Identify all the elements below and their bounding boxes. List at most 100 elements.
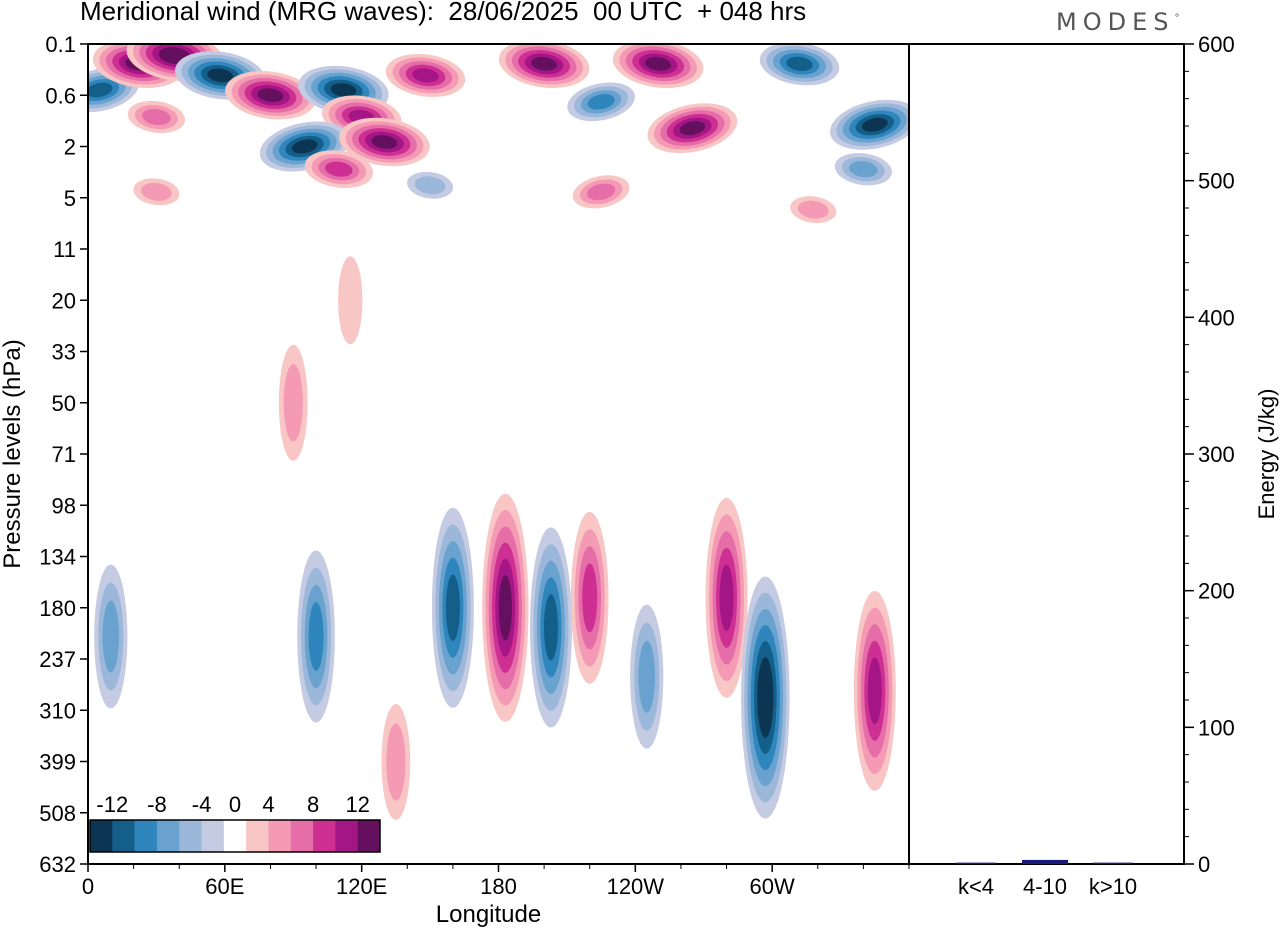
energy-tick-label: 100	[1198, 715, 1235, 740]
y-tick-label: 0.6	[45, 83, 76, 108]
wind-contour	[308, 602, 324, 671]
y-tick-label: 33	[52, 340, 76, 365]
energy-tick-label: 0	[1198, 852, 1210, 877]
wind-contour	[498, 575, 512, 641]
energy-tick-label: 300	[1198, 442, 1235, 467]
energy-bar	[1093, 862, 1133, 864]
colorbar-label: 8	[307, 792, 319, 817]
colorbar-segment	[112, 820, 136, 852]
wind-contour	[719, 564, 734, 632]
wind-contour	[861, 117, 888, 132]
colorbar-label: 4	[262, 792, 274, 817]
wind-contour	[386, 723, 406, 801]
colorbar-segment	[223, 820, 247, 852]
colorbar-segment	[268, 820, 292, 852]
wind-contour	[757, 657, 774, 738]
chart-title: Meridional wind (MRG waves): 28/06/2025 …	[80, 0, 807, 26]
energy-tick-label: 600	[1198, 32, 1235, 57]
colorbar-segment	[201, 820, 225, 852]
x-tick-label: 60E	[205, 874, 244, 899]
y-tick-label: 134	[39, 545, 76, 570]
colorbar-label: 0	[229, 792, 241, 817]
energy-bar	[956, 862, 996, 864]
colorbar-frame	[89, 819, 381, 853]
colorbar-segment	[156, 820, 180, 852]
y-tick-label: 180	[39, 596, 76, 621]
wind-contour	[412, 68, 439, 83]
x-tick-label: 0	[82, 874, 94, 899]
wind-contour	[797, 200, 829, 219]
wind-contour	[543, 594, 558, 661]
logo-text: MODES	[1056, 8, 1175, 36]
energy-axis-label: Energy (J/kg)	[1254, 389, 1279, 520]
wind-contour	[645, 56, 672, 71]
y-tick-label: 5	[64, 186, 76, 211]
energy-panel-frame	[908, 43, 1185, 865]
x-tick-label: 120W	[607, 874, 665, 899]
modes-logo: MODES°	[1056, 8, 1185, 36]
y-tick-label: 98	[52, 493, 76, 518]
wind-contour	[142, 108, 171, 126]
y-tick-label: 2	[64, 135, 76, 160]
wind-contour	[325, 161, 353, 177]
wind-contour	[849, 161, 878, 178]
x-tick-label: 120E	[336, 874, 387, 899]
energy-category-label: k>10	[1089, 874, 1137, 899]
y-tick-label: 399	[39, 750, 76, 775]
wind-contour	[330, 83, 357, 97]
energy-tick-label: 200	[1198, 579, 1235, 604]
y-tick-label: 237	[39, 647, 76, 672]
wind-field	[88, 44, 909, 821]
wind-contour	[141, 182, 172, 201]
wind-contour	[88, 82, 113, 98]
colorbar-label: -12	[96, 792, 128, 817]
wind-contour	[102, 600, 120, 673]
colorbar-segment	[90, 820, 113, 852]
logo-mark: °	[1174, 13, 1186, 24]
energy-tick-label: 500	[1198, 169, 1235, 194]
energy-category-label: 4-10	[1023, 874, 1067, 899]
wind-contour	[207, 68, 234, 83]
wind-contour	[338, 256, 363, 345]
wind-contour	[291, 139, 318, 154]
energy-bar	[1022, 859, 1068, 864]
colorbar-segment	[335, 820, 359, 852]
wind-contour	[587, 94, 615, 110]
y-tick-label: 11	[53, 237, 76, 262]
colorbar-label: 12	[345, 792, 369, 817]
y-tick-label: 71	[52, 442, 76, 467]
wind-contour	[867, 657, 882, 725]
y-tick-label: 50	[52, 391, 76, 416]
colorbar-segment	[134, 820, 158, 852]
wind-contour	[445, 574, 460, 642]
wind-contour	[371, 135, 398, 149]
wind-contour	[586, 183, 616, 201]
x-tick-label: 60W	[750, 874, 795, 899]
colorbar-segment	[357, 820, 381, 852]
y-tick-label: 0.1	[45, 32, 76, 57]
wind-contour	[582, 563, 598, 633]
y-tick-label: 508	[39, 801, 76, 826]
wind-contour	[531, 56, 558, 71]
colorbar-label: -4	[192, 792, 212, 817]
wind-contour	[257, 88, 284, 103]
colorbar-segment	[246, 820, 269, 852]
colorbar-segment	[290, 820, 314, 852]
colorbar-segment	[179, 820, 203, 852]
y-axis-label: Pressure levels (hPa)	[0, 339, 26, 568]
energy-category-label: k<4	[958, 874, 994, 899]
x-axis-label: Longitude	[436, 901, 541, 928]
colorbar-label: -8	[147, 792, 167, 817]
x-tick-label: 180	[480, 874, 517, 899]
energy-tick-label: 400	[1198, 305, 1235, 330]
wind-contour	[638, 640, 656, 713]
wind-contour	[786, 56, 813, 72]
wind-contour	[679, 121, 706, 136]
y-tick-label: 20	[52, 288, 76, 313]
wind-contour	[283, 364, 303, 442]
wind-contour	[414, 176, 446, 195]
y-tick-label: 632	[39, 852, 76, 877]
colorbar-segment	[313, 820, 336, 852]
